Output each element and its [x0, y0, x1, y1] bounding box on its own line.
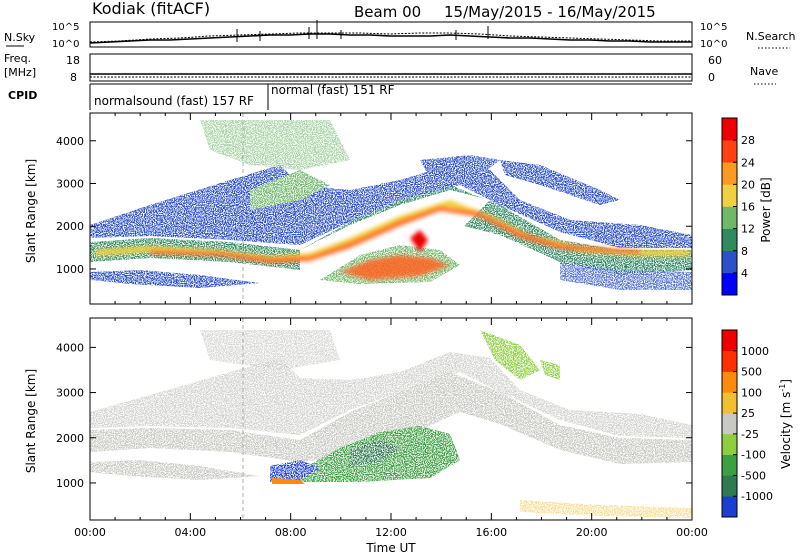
colorbar-tick-label: 24 [741, 156, 755, 169]
x-tick-label: 12:00 [375, 526, 407, 539]
colorbar-swatch [722, 184, 737, 207]
nsky-trace [89, 33, 692, 44]
colorbar-swatch [722, 392, 737, 414]
y-tick-label: 3000 [56, 387, 84, 400]
colorbar-swatch [722, 475, 737, 497]
colorbar-swatch [722, 454, 737, 476]
power-panel: Slant Range [km] 1000 2000 3000 4000 [24, 112, 693, 305]
power-colorbar: 4 8 12 16 20 24 28 Power [dB] [721, 117, 773, 296]
station-title: Kodiak (fitACF) [92, 0, 210, 18]
xaxis-label: Time UT [365, 541, 416, 554]
colorbar-tick-label: 28 [741, 134, 755, 147]
colorbar-swatch [722, 228, 737, 252]
colorbar-swatch [722, 350, 737, 372]
nave-tick-top: 60 [708, 54, 722, 67]
nsearch-label: N.Search [746, 30, 796, 43]
y-tick-label: 4000 [56, 341, 84, 354]
nsearch-tick-bottom: 10^0 [700, 39, 727, 50]
freq-tick-bottom: 8 [70, 71, 77, 84]
y-tick-label: 2000 [56, 432, 84, 445]
colorbar-swatch [722, 272, 737, 296]
freq-unit: [MHz] [4, 66, 36, 79]
colorbar-swatch [722, 433, 737, 455]
y-tick-label: 1000 [56, 263, 84, 276]
freq-tick-top: 18 [66, 54, 80, 67]
x-tick-label: 04:00 [174, 526, 206, 539]
nave-tick-bottom: 0 [708, 71, 715, 84]
colorbar-swatch [722, 496, 737, 518]
colorbar-swatch [722, 162, 737, 185]
nsearch-tick-top: 10^5 [700, 22, 727, 33]
x-tick-label: 00:00 [74, 526, 106, 539]
velocity-heatmap [90, 318, 692, 520]
colorbar-tick-label: 20 [741, 178, 755, 191]
colorbar-tick-label: -100 [741, 449, 766, 462]
colorbar-tick-label: 100 [741, 386, 762, 399]
cpid-label: CPID [8, 89, 37, 102]
nsky-tick-top: 10^5 [52, 22, 79, 33]
colorbar-tick-label: -1000 [741, 490, 773, 503]
x-tick-label: 00:00 [676, 526, 708, 539]
freq-label: Freq. [4, 52, 31, 65]
velocity-panel: Slant Range [km] 1000 2000 3000 4000 00:00 0… [24, 317, 708, 554]
y-tick-label: 2000 [56, 220, 84, 233]
colorbar-swatch [722, 413, 737, 435]
colorbar-tick-label: -500 [741, 469, 766, 482]
y-tick-label: 3000 [56, 178, 84, 191]
velocity-colorbar: 1000 500 100 25 -25 -100 -500 -1000 Velocity [m… [721, 329, 793, 518]
velocity-ylabel: Slant Range [km] [24, 369, 38, 473]
colorbar-swatch [722, 206, 737, 229]
colorbar-swatch [722, 118, 737, 141]
colorbar-tick-label: 25 [741, 407, 755, 420]
colorbar-tick-label: 8 [741, 245, 748, 258]
nsky-label: N.Sky [4, 31, 36, 44]
cpid-mode-a: normalsound (fast) 157 RF [94, 94, 254, 108]
beam-label: Beam 00 [354, 3, 421, 21]
power-heatmap [90, 113, 692, 304]
colorbar-tick-label: 4 [741, 267, 748, 280]
cpid-panel: CPID normalsound (fast) 157 RF normal (f… [8, 83, 692, 110]
power-ylabel: Slant Range [km] [24, 159, 38, 263]
power-colorbar-label: Power [dB] [759, 177, 773, 242]
colorbar-tick-label: 12 [741, 223, 755, 236]
colorbar-swatch [722, 330, 737, 352]
colorbar-tick-label: 500 [741, 366, 762, 379]
freq-panel: Freq. [MHz] 18 8 60 0 Nave [4, 52, 778, 85]
y-tick-label: 1000 [56, 477, 84, 490]
x-tick-label: 08:00 [275, 526, 307, 539]
colorbar-tick-label: 1000 [741, 345, 769, 358]
y-tick-label: 4000 [56, 135, 84, 148]
colorbar-tick-label: 16 [741, 201, 755, 214]
nsky-tick-bottom: 10^0 [52, 39, 79, 50]
colorbar-tick-label: -25 [741, 428, 759, 441]
x-tick-label: 20:00 [576, 526, 608, 539]
date-range: 15/May/2015 - 16/May/2015 [444, 3, 656, 21]
cpid-mode-b: normal (fast) 151 RF [271, 83, 395, 97]
x-tick-label: 16:00 [475, 526, 507, 539]
nsky-panel: N.Sky 10^5 10^0 10^5 10^0 N.Search [4, 20, 796, 50]
nave-label: Nave [750, 65, 778, 78]
colorbar-swatch [722, 140, 737, 163]
colorbar-swatch [722, 371, 737, 393]
velocity-colorbar-label: Velocity [m s-1] [778, 379, 793, 469]
colorbar-swatch [722, 250, 737, 274]
